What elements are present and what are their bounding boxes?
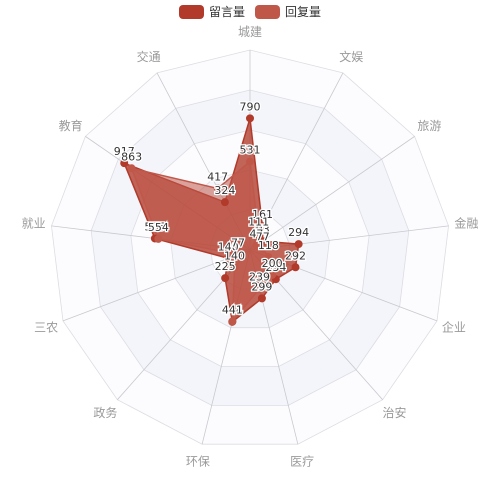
data-label-s1-8: 140 [224,249,245,262]
indicator-label-4: 企业 [442,319,466,334]
indicator-label-5: 治安 [383,405,407,420]
data-label-s0-8: 225 [215,260,236,273]
data-point-s1-11 [127,164,136,173]
data-point-s0-1 [258,222,267,231]
data-point-s1-8 [230,263,239,272]
indicator-label-10: 就业 [22,217,46,231]
legend-label-series-0: 留言量 [208,5,245,19]
indicator-label-0: 城建 [238,25,262,39]
data-point-s0-8 [221,274,230,283]
indicator-label-9: 三农 [34,320,58,334]
legend-label-series-1: 回复量 [285,5,322,19]
data-point-s1-4 [264,252,273,261]
data-label-s0-6: 299 [251,280,272,293]
radar-axis-line-1 [249,72,344,251]
data-point-s0-3 [294,240,303,249]
indicator-label-7: 环保 [186,455,210,469]
radar-axis-line-9 [62,249,251,322]
data-point-s0-6 [257,294,266,303]
indicator-label-1: 文娱 [339,49,363,64]
data-label-s1-4: 118 [258,239,279,252]
legend-swatch-series-0 [178,4,204,19]
data-point-s1-2 [252,241,261,250]
legend-item-series-0[interactable]: 留言量 [178,3,245,20]
indicator-label-3: 金融 [454,216,478,231]
data-label-s0-4: 292 [285,249,306,262]
data-label-s1-3: 77 [256,230,270,243]
data-point-s1-6 [255,284,264,293]
data-label-s1-2: 47 [249,228,263,241]
data-label-s0-2: 93 [256,223,270,236]
data-point-s1-7 [228,317,237,326]
data-point-s1-3 [258,244,267,253]
data-point-s0-4 [291,263,300,272]
data-label-s1-7: 441 [222,303,243,316]
data-point-s1-0 [246,157,254,166]
data-label-s0-0: 790 [240,100,261,113]
data-label-s0-11: 917 [114,145,135,158]
data-point-s1-10 [154,234,163,243]
indicator-label-11: 教育 [59,118,83,133]
data-label-s0-7: 444 [222,304,243,317]
data-label-s1-0: 531 [240,144,261,157]
data-label-s1-5: 200 [262,257,283,270]
data-point-s1-1 [254,229,263,238]
data-label-s1-1: 111 [248,216,269,229]
radar-axis-line-2 [249,136,415,251]
legend-item-series-1[interactable]: 回复量 [255,3,321,20]
indicator-label-6: 医疗 [290,455,314,469]
data-point-s0-9 [224,254,233,263]
data-point-s1-12 [213,184,222,193]
data-label-s0-3: 294 [288,226,309,239]
chart-legend: 留言量 回复量 [0,3,500,20]
data-label-s1-6: 239 [249,271,270,284]
indicator-label-8: 政务 [93,405,117,420]
data-point-s0-11 [120,159,129,168]
data-label-s0-1: 161 [252,208,273,221]
data-point-s0-12 [220,198,229,207]
data-label-s1-9: 77 [231,237,245,250]
data-label-s0-5: 234 [265,261,286,274]
indicator-label-12: 交通 [137,49,161,64]
data-label-s0-12: 324 [214,184,235,197]
data-label-s0-9: 140 [218,240,239,253]
indicator-label-2: 旅游 [417,119,441,133]
data-point-s1-9 [234,250,243,259]
data-point-s1-5 [268,270,277,279]
data-point-s0-0 [246,114,254,123]
data-label-s0-10: 575 [144,220,165,233]
legend-swatch-series-1 [255,4,280,19]
data-label-s1-12: 417 [207,170,228,183]
data-label-s1-11: 863 [121,150,142,163]
data-label-s1-10: 554 [148,221,169,234]
